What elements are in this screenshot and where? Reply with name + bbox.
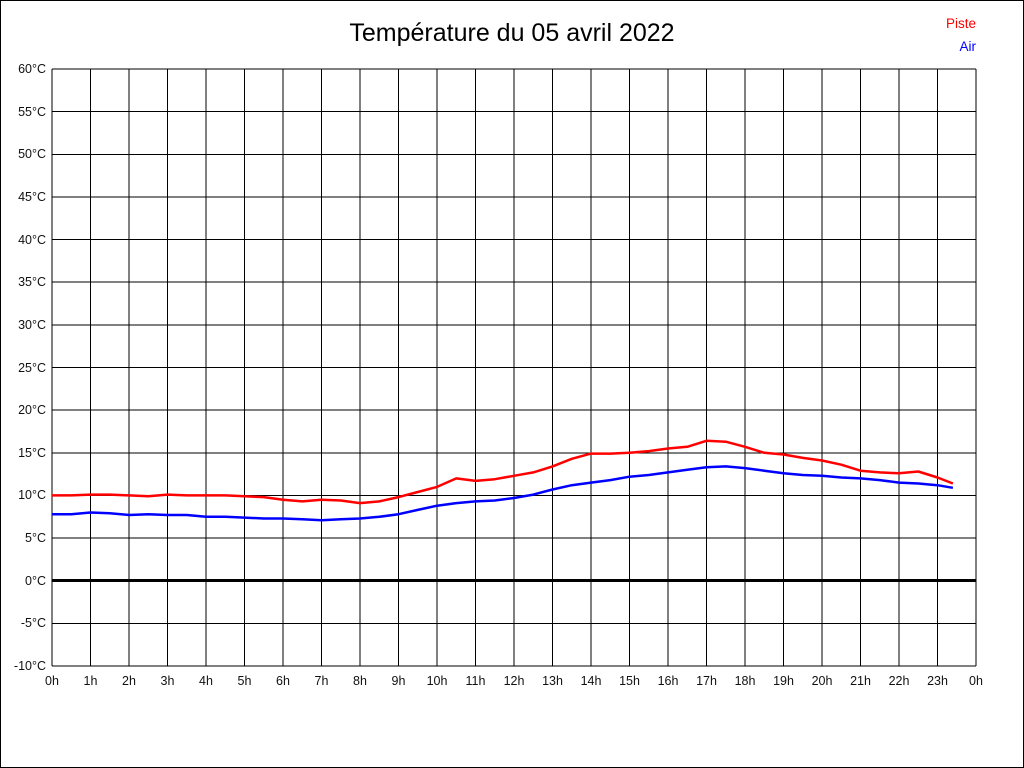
- x-tick-label: 4h: [199, 674, 213, 688]
- x-tick-label: 1h: [83, 674, 98, 688]
- x-tick-label: 0h: [45, 674, 59, 688]
- y-tick-label: 55°C: [18, 104, 46, 119]
- y-tick-label: 20°C: [18, 403, 46, 418]
- y-tick-label: 40°C: [18, 232, 46, 247]
- y-tick-label: 60°C: [18, 62, 46, 76]
- legend-item-piste: Piste: [945, 16, 976, 31]
- x-tick-label: 13h: [542, 674, 563, 688]
- x-tick-label: 9h: [391, 674, 406, 688]
- y-tick-label: 5°C: [25, 531, 46, 546]
- y-tick-label: 35°C: [18, 275, 46, 290]
- x-tick-label: 21h: [850, 674, 871, 688]
- y-tick-label: -10°C: [13, 659, 46, 673]
- x-tick-label: 16h: [657, 674, 679, 688]
- y-tick-label: 30°C: [18, 317, 46, 332]
- y-tick-label: 0°C: [25, 573, 46, 588]
- x-tick-label: 2h: [122, 674, 136, 688]
- x-tick-label: 15h: [619, 674, 640, 688]
- x-tick-label: 5h: [237, 674, 252, 688]
- x-tick-label: 18h: [734, 674, 756, 688]
- y-tick-label: 10°C: [18, 488, 46, 503]
- x-tick-label: 23h: [927, 674, 948, 688]
- x-tick-label: 12h: [503, 674, 525, 688]
- x-tick-label: 6h: [276, 674, 290, 688]
- x-tick-label: 17h: [696, 674, 717, 688]
- x-tick-label: 7h: [314, 674, 329, 688]
- x-tick-label: 19h: [773, 674, 794, 688]
- x-tick-label: 10h: [426, 674, 448, 688]
- series-line-air: [52, 465, 954, 522]
- x-tick-label: 3h: [160, 674, 175, 688]
- x-tick-label: 0h: [969, 674, 983, 688]
- legend-item-air: Air: [959, 39, 977, 54]
- x-tick-label: 20h: [811, 674, 833, 688]
- x-tick-label: 22h: [888, 674, 910, 688]
- x-tick-label: 14h: [580, 674, 602, 688]
- y-tick-label: 50°C: [18, 147, 46, 162]
- chart-title: Température du 05 avril 2022: [349, 19, 675, 47]
- x-tick-label: 11h: [465, 674, 486, 688]
- x-tick-label: 8h: [353, 674, 367, 688]
- y-tick-label: 15°C: [18, 445, 46, 460]
- y-tick-label: -5°C: [20, 616, 46, 631]
- y-tick-label: 45°C: [18, 189, 46, 204]
- legend: Piste Air: [946, 12, 976, 58]
- series-line-piste: [52, 439, 954, 505]
- y-tick-label: 25°C: [18, 360, 46, 375]
